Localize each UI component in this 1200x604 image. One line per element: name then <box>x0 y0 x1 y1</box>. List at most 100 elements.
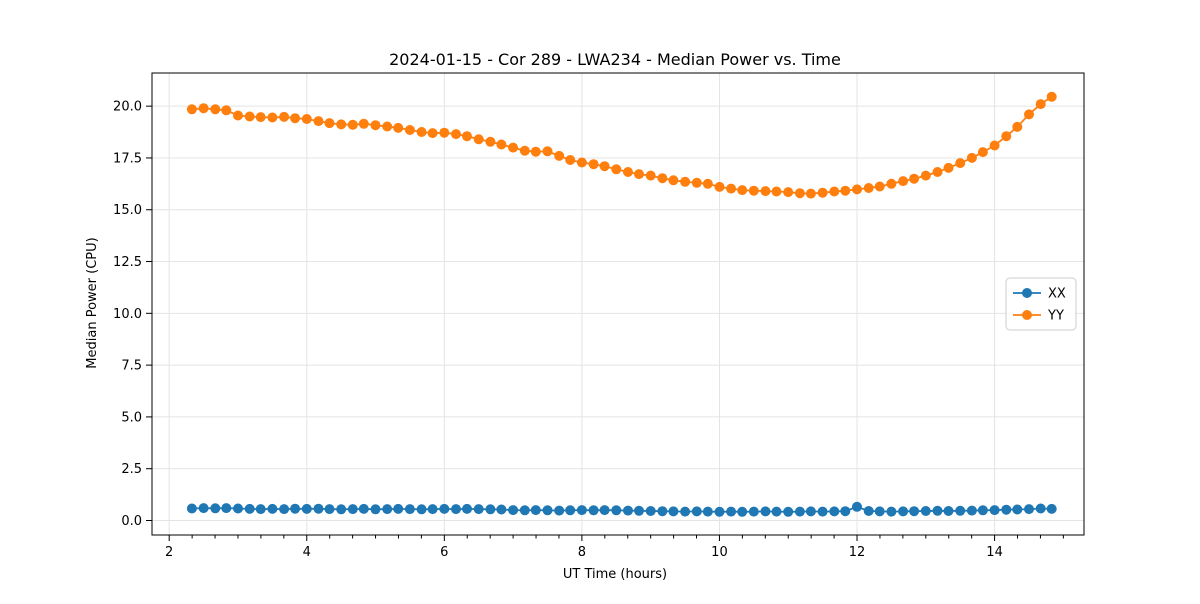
data-point <box>909 173 920 184</box>
y-tick-label: 7.5 <box>121 359 142 374</box>
data-point <box>1012 504 1023 515</box>
data-point <box>920 170 931 181</box>
data-point <box>886 178 897 189</box>
data-point <box>530 146 541 157</box>
data-point <box>210 503 221 514</box>
data-point <box>955 505 966 516</box>
grid <box>152 73 1084 535</box>
data-point <box>623 505 633 516</box>
data-point <box>565 155 576 165</box>
data-point <box>451 129 461 140</box>
data-point <box>542 146 553 157</box>
data-point <box>1035 99 1046 110</box>
data-point <box>496 504 507 515</box>
data-point <box>485 136 496 147</box>
data-point <box>611 164 622 175</box>
data-point <box>519 145 530 156</box>
data-point <box>760 506 771 517</box>
data-point <box>462 131 472 142</box>
data-point <box>588 159 599 170</box>
data-point <box>439 503 450 514</box>
data-point <box>977 147 988 158</box>
data-point <box>186 503 197 514</box>
data-point <box>393 503 404 514</box>
y-tick-label: 20.0 <box>113 100 142 115</box>
data-point <box>783 506 794 517</box>
data-point <box>634 169 644 180</box>
data-point <box>221 503 232 514</box>
data-point <box>932 505 943 516</box>
data-point <box>186 104 197 115</box>
data-point <box>771 186 782 197</box>
series-line <box>191 505 1052 513</box>
data-point <box>966 505 977 516</box>
data-point <box>393 122 404 133</box>
y-axis-label: Median Power (CPU) <box>85 237 100 368</box>
data-point <box>1001 131 1012 142</box>
data-point <box>794 188 805 199</box>
data-point <box>989 140 1000 151</box>
data-point <box>748 185 759 196</box>
data-point <box>771 506 782 517</box>
data-point <box>909 506 920 517</box>
data-point <box>233 503 243 514</box>
data-point <box>898 176 909 187</box>
data-point <box>1012 121 1023 132</box>
data-point <box>290 113 301 124</box>
data-point <box>863 183 874 193</box>
data-point <box>404 125 415 135</box>
data-point <box>599 505 610 516</box>
data-point <box>279 111 290 122</box>
data-point <box>301 114 312 124</box>
data-point <box>920 506 931 516</box>
data-point <box>576 157 587 168</box>
data-point <box>485 504 496 515</box>
data-point <box>313 503 324 514</box>
data-point <box>794 506 805 517</box>
data-point <box>702 178 713 189</box>
data-point <box>370 120 381 131</box>
data-point <box>943 506 954 516</box>
data-point <box>714 181 725 192</box>
series-line <box>191 96 1053 195</box>
data-point <box>324 118 335 129</box>
data-point <box>955 158 966 169</box>
series-xx <box>186 501 1057 517</box>
data-point <box>805 188 816 199</box>
legend: XX YY <box>1005 277 1077 331</box>
legend-item-yy: YY <box>1013 309 1064 324</box>
data-point <box>714 506 725 517</box>
data-point <box>233 110 243 121</box>
data-point <box>680 176 691 187</box>
data-point <box>1046 91 1057 102</box>
data-point <box>576 505 587 516</box>
data-point <box>852 501 862 512</box>
data-point <box>829 506 840 517</box>
data-point <box>691 506 702 517</box>
data-point <box>691 177 702 188</box>
x-tick-label: 6 <box>440 545 448 560</box>
data-point <box>657 506 668 517</box>
data-point <box>427 128 438 139</box>
data-point <box>588 505 599 516</box>
x-tick-label: 14 <box>986 545 1003 560</box>
data-point <box>989 505 1000 516</box>
x-tick-label: 10 <box>711 545 728 560</box>
data-point <box>439 127 450 138</box>
data-point <box>496 139 507 150</box>
data-point <box>726 183 737 194</box>
data-point <box>863 506 874 516</box>
data-point <box>668 506 679 517</box>
data-point <box>737 506 748 517</box>
y-tick-label: 15.0 <box>113 203 142 218</box>
data-point <box>347 504 358 515</box>
data-point <box>886 506 897 517</box>
data-point <box>336 119 347 130</box>
data-point <box>324 504 335 515</box>
data-point <box>657 173 668 184</box>
data-point <box>680 506 691 517</box>
x-tick-label: 12 <box>849 545 866 560</box>
data-point <box>473 134 484 145</box>
y-tick-label: 10.0 <box>113 307 142 322</box>
